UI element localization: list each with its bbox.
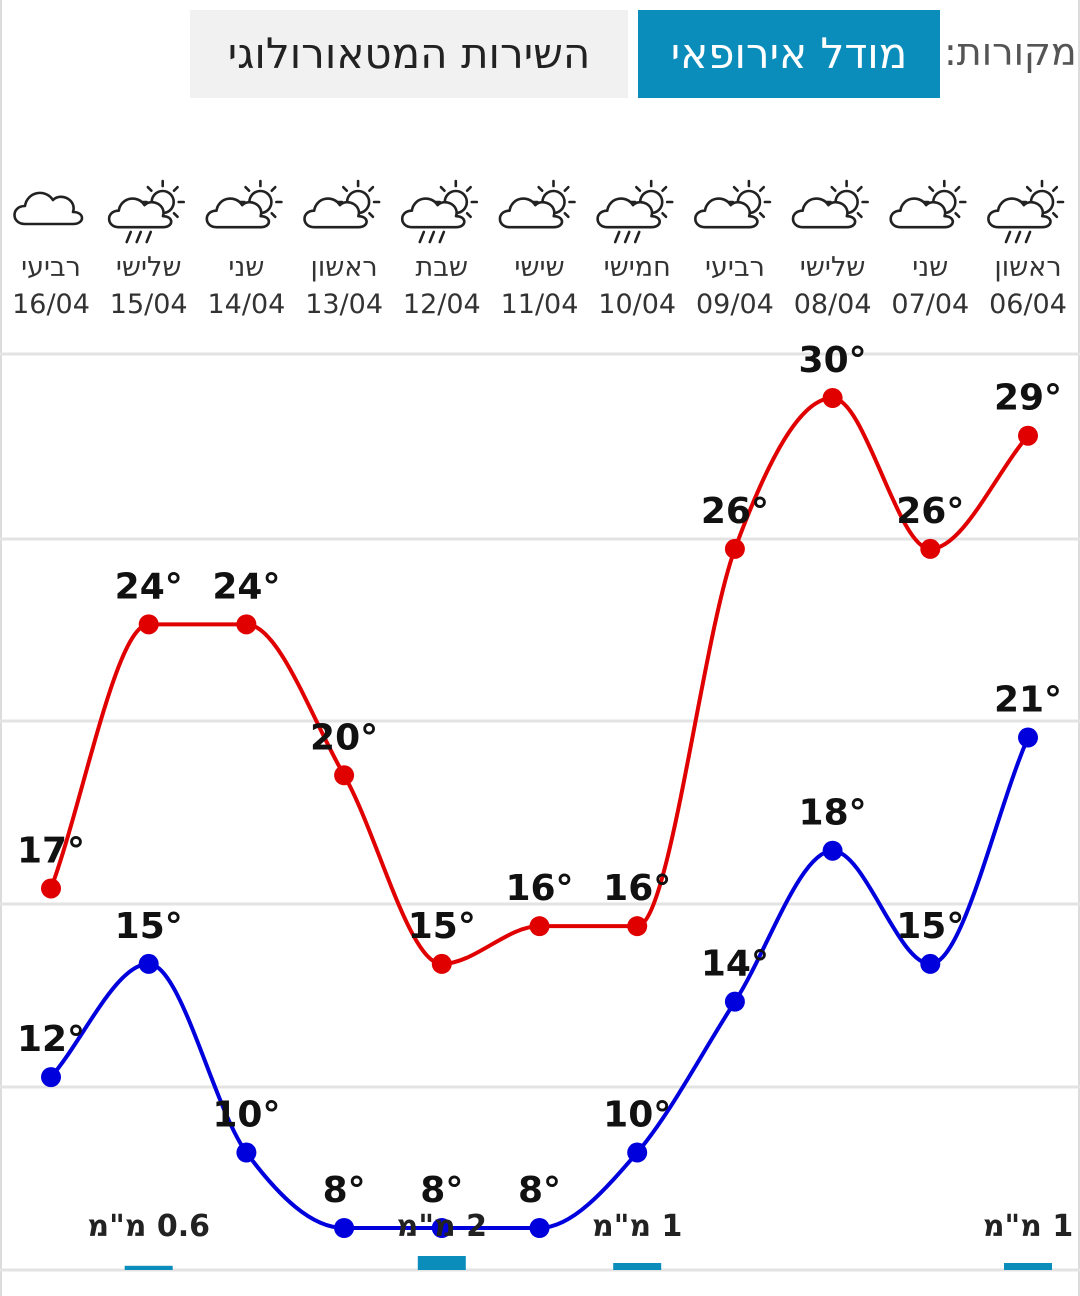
max-temp-label: 16° xyxy=(603,868,671,909)
min-temp-label: 14° xyxy=(701,944,769,985)
min-temp-line xyxy=(49,736,1030,1231)
precipitation-label: 0.6 מ"מ xyxy=(87,1209,210,1244)
precipitation-label: 2 מ"מ xyxy=(397,1209,487,1244)
partly-cloudy-rain-icon xyxy=(107,179,185,244)
day-name-label: רביעי xyxy=(21,252,81,283)
partly-cloudy-rain-icon xyxy=(987,179,1065,244)
min-temp-label: 18° xyxy=(799,793,867,834)
day-name-label: ראשון xyxy=(311,252,378,283)
date-label: 09/04 xyxy=(696,289,774,320)
date-label: 07/04 xyxy=(891,289,969,320)
partly-cloudy-icon xyxy=(498,179,576,229)
max-temp-label: 26° xyxy=(896,491,964,532)
min-temp-point xyxy=(724,991,745,1012)
max-temp-label: 16° xyxy=(505,868,573,909)
min-temp-label: 10° xyxy=(603,1095,671,1136)
max-temp-point xyxy=(724,538,745,559)
date-label: 06/04 xyxy=(989,289,1067,320)
day-name-label: שלישי xyxy=(116,252,182,283)
min-temp-label: 12° xyxy=(17,1019,85,1060)
max-temp-point xyxy=(822,388,843,408)
min-temp-point xyxy=(529,1218,550,1238)
precipitation-label: 1 מ"מ xyxy=(592,1209,682,1244)
precipitation-bar xyxy=(124,1265,173,1270)
min-temp-label: 8° xyxy=(518,1170,561,1211)
min-temp-label: 15° xyxy=(896,906,964,947)
min-temp-label: 8° xyxy=(420,1170,463,1211)
date-label: 12/04 xyxy=(403,289,481,320)
max-temp-label: 17° xyxy=(17,830,85,871)
partly-cloudy-icon xyxy=(205,179,283,229)
min-temp-point xyxy=(431,1218,452,1238)
min-temp-point xyxy=(41,1067,61,1088)
precipitation-bar xyxy=(417,1256,466,1270)
max-temp-point xyxy=(41,878,61,899)
cloud-icon xyxy=(13,191,84,226)
max-temp-label: 26° xyxy=(701,491,769,532)
precipitation-bar xyxy=(1004,1263,1052,1270)
min-temp-point xyxy=(1018,727,1038,748)
day-name-label: רביעי xyxy=(705,252,765,283)
day-name-label: שלישי xyxy=(800,252,866,283)
partly-cloudy-icon xyxy=(791,179,869,229)
max-temp-point xyxy=(236,614,257,635)
max-temp-point xyxy=(529,916,550,937)
date-label: 10/04 xyxy=(598,289,676,320)
max-temp-point xyxy=(920,538,941,559)
day-name-label: ראשון xyxy=(994,252,1061,283)
min-temp-point xyxy=(822,840,843,861)
partly-cloudy-icon xyxy=(303,179,381,229)
day-name-label: שני xyxy=(228,252,264,283)
min-temp-point xyxy=(334,1218,355,1238)
partly-cloudy-rain-icon xyxy=(400,179,479,244)
date-label: 11/04 xyxy=(501,289,579,320)
day-name-label: חמישי xyxy=(604,252,671,283)
date-label: 14/04 xyxy=(207,289,285,320)
max-temp-point xyxy=(138,614,159,635)
max-temp-label: 30° xyxy=(799,340,867,381)
max-temp-label: 15° xyxy=(408,906,476,947)
min-temp-label: 8° xyxy=(323,1170,366,1211)
partly-cloudy-icon xyxy=(694,179,772,229)
sources-label: מקורות: xyxy=(944,30,1077,74)
min-temp-label: 10° xyxy=(212,1095,280,1136)
min-temp-point xyxy=(920,953,941,974)
max-temp-point xyxy=(1018,425,1038,446)
day-name-label: שבת xyxy=(416,252,468,283)
partly-cloudy-icon xyxy=(889,179,967,229)
tab-meteorological-service[interactable]: השירות המטאורולוגי xyxy=(190,10,628,98)
max-temp-label: 20° xyxy=(310,717,378,758)
date-label: 15/04 xyxy=(110,289,188,320)
day-name-label: שני xyxy=(912,252,948,283)
max-temp-label: 24° xyxy=(212,566,280,607)
max-temp-label: 24° xyxy=(115,566,183,607)
date-label: 08/04 xyxy=(794,289,872,320)
max-temp-label: 29° xyxy=(994,378,1062,419)
partly-cloudy-rain-icon xyxy=(596,179,674,244)
min-temp-label: 21° xyxy=(994,680,1062,721)
min-temp-point xyxy=(627,1142,648,1163)
date-label: 13/04 xyxy=(305,289,383,320)
max-temp-point xyxy=(627,916,648,937)
date-label: 16/04 xyxy=(12,289,90,320)
precipitation-bar xyxy=(613,1263,662,1270)
tab-european-model[interactable]: מודל אירופאי xyxy=(638,10,940,98)
max-temp-point xyxy=(334,765,355,786)
min-temp-point xyxy=(236,1142,257,1163)
min-temp-point xyxy=(138,953,159,974)
min-temp-label: 15° xyxy=(115,906,183,947)
max-temp-point xyxy=(431,953,452,974)
day-name-label: שישי xyxy=(514,252,564,283)
precipitation-label: 1 מ"מ xyxy=(983,1209,1073,1244)
